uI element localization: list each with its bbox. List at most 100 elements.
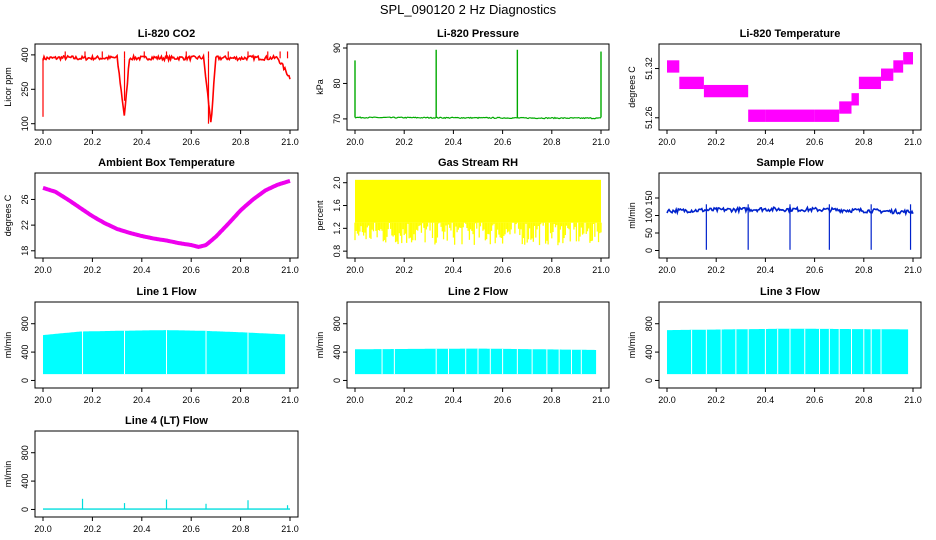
y-tick-label: 90 — [332, 43, 342, 53]
series-area — [667, 328, 909, 375]
y-tick-label: 0.8 — [332, 245, 342, 258]
chart-title: Line 3 Flow — [760, 286, 820, 298]
y-tick-label: 800 — [644, 316, 654, 331]
x-tick-label: 20.6 — [494, 395, 512, 405]
y-tick-label: 51.26 — [644, 107, 654, 130]
x-tick-label: 20.2 — [84, 137, 102, 147]
chart-title: Sample Flow — [756, 157, 824, 169]
y-tick-label: 400 — [644, 345, 654, 360]
x-tick-label: 21.0 — [904, 137, 922, 147]
y-axis-label: ml/min — [3, 461, 13, 488]
y-tick-label: 100 — [20, 116, 30, 131]
x-tick-label: 20.8 — [855, 137, 873, 147]
x-tick-label: 20.0 — [34, 265, 52, 275]
x-tick-label: 21.0 — [592, 395, 610, 405]
y-tick-label: 2.0 — [332, 176, 342, 189]
y-tick-label: 26 — [20, 194, 30, 204]
y-tick-label: 150 — [644, 190, 654, 205]
y-tick-label: 0 — [20, 507, 30, 512]
x-tick-label: 20.8 — [543, 137, 561, 147]
x-tick-label: 20.4 — [133, 265, 151, 275]
chart-co2: Li-820 CO2 20.0 20.2 20.4 20.6 20.8 21.0 100 250… — [3, 28, 299, 147]
chart-line1: Line 1 Flow 20.0 20.2 20.4 20.6 20.8 21.0 0 400 8… — [3, 286, 299, 405]
y-axis-label: degrees C — [3, 194, 13, 236]
y-tick-label: 0 — [332, 378, 342, 383]
y-tick-label: 800 — [20, 445, 30, 460]
y-axis-label: ml/min — [627, 332, 637, 359]
series-band — [765, 109, 815, 122]
y-tick-label: 400 — [20, 345, 30, 360]
x-tick-label: 20.0 — [346, 395, 364, 405]
chart-line4: Line 4 (LT) Flow 20.0 20.2 20.4 20.6 20.8 21.0… — [3, 415, 299, 534]
series-band — [679, 76, 704, 90]
y-tick-label: 50 — [644, 228, 654, 238]
chart-title: Li-820 Temperature — [740, 28, 841, 40]
x-tick-label: 20.0 — [658, 265, 676, 275]
series-band — [667, 60, 680, 73]
x-tick-label: 20.0 — [346, 265, 364, 275]
series-band — [903, 52, 913, 65]
y-tick-label: 70 — [332, 114, 342, 124]
chart-title: Ambient Box Temperature — [98, 157, 235, 169]
chart-title: Gas Stream RH — [438, 157, 518, 169]
x-tick-label: 20.8 — [543, 265, 561, 275]
series-band — [858, 76, 882, 90]
x-tick-label: 20.6 — [182, 395, 200, 405]
x-tick-label: 20.4 — [445, 395, 463, 405]
x-tick-label: 20.6 — [806, 137, 824, 147]
x-tick-label: 20.4 — [757, 265, 775, 275]
y-axis-label: ml/min — [627, 202, 637, 229]
series-band — [881, 68, 894, 81]
x-tick-label: 20.8 — [232, 524, 250, 534]
x-tick-label: 20.4 — [133, 137, 151, 147]
x-tick-label: 20.4 — [445, 137, 463, 147]
series-band — [748, 109, 766, 122]
series-line — [354, 116, 602, 120]
y-tick-label: 400 — [332, 345, 342, 360]
plot-frame — [34, 301, 299, 389]
chart-sample: Sample Flow 20.0 20.2 20.4 20.6 20.8 21.0 0 50 10… — [627, 157, 922, 275]
x-tick-label: 20.8 — [855, 265, 873, 275]
x-tick-label: 20.4 — [133, 524, 151, 534]
x-tick-label: 20.2 — [395, 265, 413, 275]
x-tick-label: 20.6 — [806, 395, 824, 405]
plot-frame — [658, 301, 922, 389]
x-tick-label: 20.0 — [34, 395, 52, 405]
x-tick-label: 21.0 — [904, 265, 922, 275]
y-tick-label: 51.32 — [644, 57, 654, 80]
y-tick-label: 80 — [332, 78, 342, 88]
chart-title: Line 4 (LT) Flow — [125, 415, 208, 427]
chart-title: Line 2 Flow — [448, 286, 508, 298]
y-axis-label: percent — [315, 200, 325, 231]
series-band — [893, 60, 904, 73]
y-axis-label: degrees C — [627, 66, 637, 108]
chart-temperature: Li-820 Temperature 20.0 20.2 20.4 20.6 20.8 21… — [627, 28, 922, 147]
plot-frame — [658, 43, 922, 131]
series-line — [42, 53, 291, 123]
chart-line2: Line 2 Flow 20.0 20.2 20.4 20.6 20.8 21.0 0 400 8… — [315, 286, 610, 405]
y-tick-label: 800 — [20, 316, 30, 331]
series-line — [42, 178, 291, 249]
plot-frame — [34, 172, 299, 259]
series-band — [839, 101, 852, 114]
y-tick-label: 0 — [20, 378, 30, 383]
plot-frame — [346, 172, 610, 259]
y-tick-label: 0 — [644, 378, 654, 383]
y-tick-label: 1.6 — [332, 199, 342, 212]
x-tick-label: 21.0 — [592, 265, 610, 275]
plot-frame — [346, 301, 610, 389]
x-tick-label: 20.2 — [395, 137, 413, 147]
x-tick-label: 20.2 — [84, 395, 102, 405]
y-tick-label: 100 — [644, 208, 654, 223]
y-axis-label: kPa — [315, 79, 325, 95]
chart-title: Li-820 Pressure — [437, 28, 519, 40]
series-band — [355, 179, 601, 223]
x-tick-label: 21.0 — [281, 137, 299, 147]
series-area — [43, 330, 286, 375]
series-band — [851, 93, 859, 106]
y-axis-label: Licor ppm — [3, 67, 13, 107]
figure-title: SPL_090120 2 Hz Diagnostics — [379, 2, 557, 17]
x-tick-label: 20.0 — [658, 137, 676, 147]
